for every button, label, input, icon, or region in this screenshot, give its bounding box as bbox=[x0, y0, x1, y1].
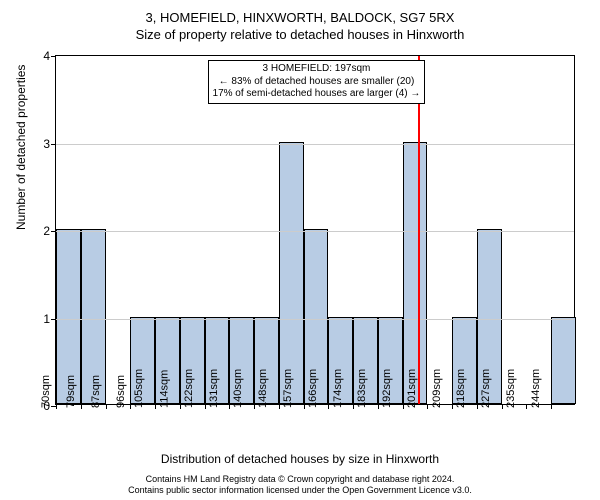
x-tick-label: 114sqm bbox=[159, 370, 171, 408]
x-tick-label: 183sqm bbox=[356, 369, 368, 408]
x-tick-label: 70sqm bbox=[40, 375, 52, 408]
y-tick-label: 1 bbox=[43, 312, 50, 326]
x-tick-label: 244sqm bbox=[529, 369, 541, 408]
x-tick-mark bbox=[502, 404, 503, 409]
x-axis-label: Distribution of detached houses by size … bbox=[0, 452, 600, 466]
y-axis-label: Number of detached properties bbox=[14, 65, 28, 230]
x-tick-mark bbox=[56, 404, 57, 409]
y-tick-label: 3 bbox=[43, 137, 50, 151]
y-tick-mark bbox=[51, 319, 56, 320]
x-tick-mark bbox=[254, 404, 255, 409]
x-tick-label: 235sqm bbox=[505, 369, 517, 408]
x-tick-mark bbox=[106, 404, 107, 409]
chart-title-address: 3, HOMEFIELD, HINXWORTH, BALDOCK, SG7 5R… bbox=[0, 0, 600, 25]
annotation-box: 3 HOMEFIELD: 197sqm← 83% of detached hou… bbox=[208, 60, 426, 104]
y-tick-mark bbox=[51, 144, 56, 145]
chart-title-subtitle: Size of property relative to detached ho… bbox=[0, 25, 600, 42]
histogram-bar bbox=[403, 142, 428, 405]
x-tick-label: 166sqm bbox=[307, 369, 319, 408]
bars-layer bbox=[56, 56, 574, 404]
x-tick-mark bbox=[304, 404, 305, 409]
x-tick-label: 157sqm bbox=[282, 369, 294, 408]
x-tick-label: 122sqm bbox=[183, 369, 195, 408]
x-tick-mark bbox=[328, 404, 329, 409]
x-tick-mark bbox=[229, 404, 230, 409]
x-tick-label: 79sqm bbox=[65, 375, 77, 408]
x-tick-mark bbox=[180, 404, 181, 409]
x-tick-label: 201sqm bbox=[406, 369, 418, 408]
annotation-line: 17% of semi-detached houses are larger (… bbox=[213, 88, 421, 101]
x-tick-label: 140sqm bbox=[232, 369, 244, 408]
reference-line bbox=[418, 56, 420, 404]
x-tick-mark bbox=[427, 404, 428, 409]
x-tick-label: 148sqm bbox=[257, 369, 269, 408]
x-tick-label: 105sqm bbox=[133, 369, 145, 408]
x-tick-mark bbox=[551, 404, 552, 409]
x-tick-label: 209sqm bbox=[430, 369, 442, 408]
x-tick-mark bbox=[279, 404, 280, 409]
y-tick-label: 4 bbox=[43, 49, 50, 63]
y-tick-mark bbox=[51, 56, 56, 57]
x-tick-mark bbox=[378, 404, 379, 409]
x-tick-mark bbox=[526, 404, 527, 409]
x-tick-label: 218sqm bbox=[455, 369, 467, 408]
chart-plot-area: 0123470sqm79sqm87sqm96sqm105sqm114sqm122… bbox=[55, 55, 575, 405]
x-tick-label: 87sqm bbox=[90, 375, 102, 408]
x-tick-mark bbox=[353, 404, 354, 409]
x-tick-label: 174sqm bbox=[331, 369, 343, 408]
footer-line1: Contains HM Land Registry data © Crown c… bbox=[0, 474, 600, 485]
annotation-line: 3 HOMEFIELD: 197sqm bbox=[213, 63, 421, 76]
x-tick-label: 227sqm bbox=[480, 369, 492, 408]
x-tick-mark bbox=[452, 404, 453, 409]
x-tick-mark bbox=[130, 404, 131, 409]
gridline bbox=[56, 319, 574, 320]
y-tick-mark bbox=[51, 231, 56, 232]
x-tick-mark bbox=[155, 404, 156, 409]
y-tick-label: 2 bbox=[43, 224, 50, 238]
gridline bbox=[56, 144, 574, 145]
x-tick-mark bbox=[81, 404, 82, 409]
gridline bbox=[56, 231, 574, 232]
x-tick-label: 131sqm bbox=[208, 369, 220, 408]
x-tick-mark bbox=[403, 404, 404, 409]
x-tick-mark bbox=[205, 404, 206, 409]
annotation-line: ← 83% of detached houses are smaller (20… bbox=[213, 76, 421, 89]
footer-line2: Contains public sector information licen… bbox=[0, 485, 600, 496]
footer-attribution: Contains HM Land Registry data © Crown c… bbox=[0, 474, 600, 496]
x-tick-label: 192sqm bbox=[381, 369, 393, 408]
histogram-bar bbox=[279, 142, 304, 405]
histogram-bar bbox=[551, 317, 576, 405]
x-tick-label: 96sqm bbox=[115, 375, 127, 408]
x-tick-mark bbox=[477, 404, 478, 409]
